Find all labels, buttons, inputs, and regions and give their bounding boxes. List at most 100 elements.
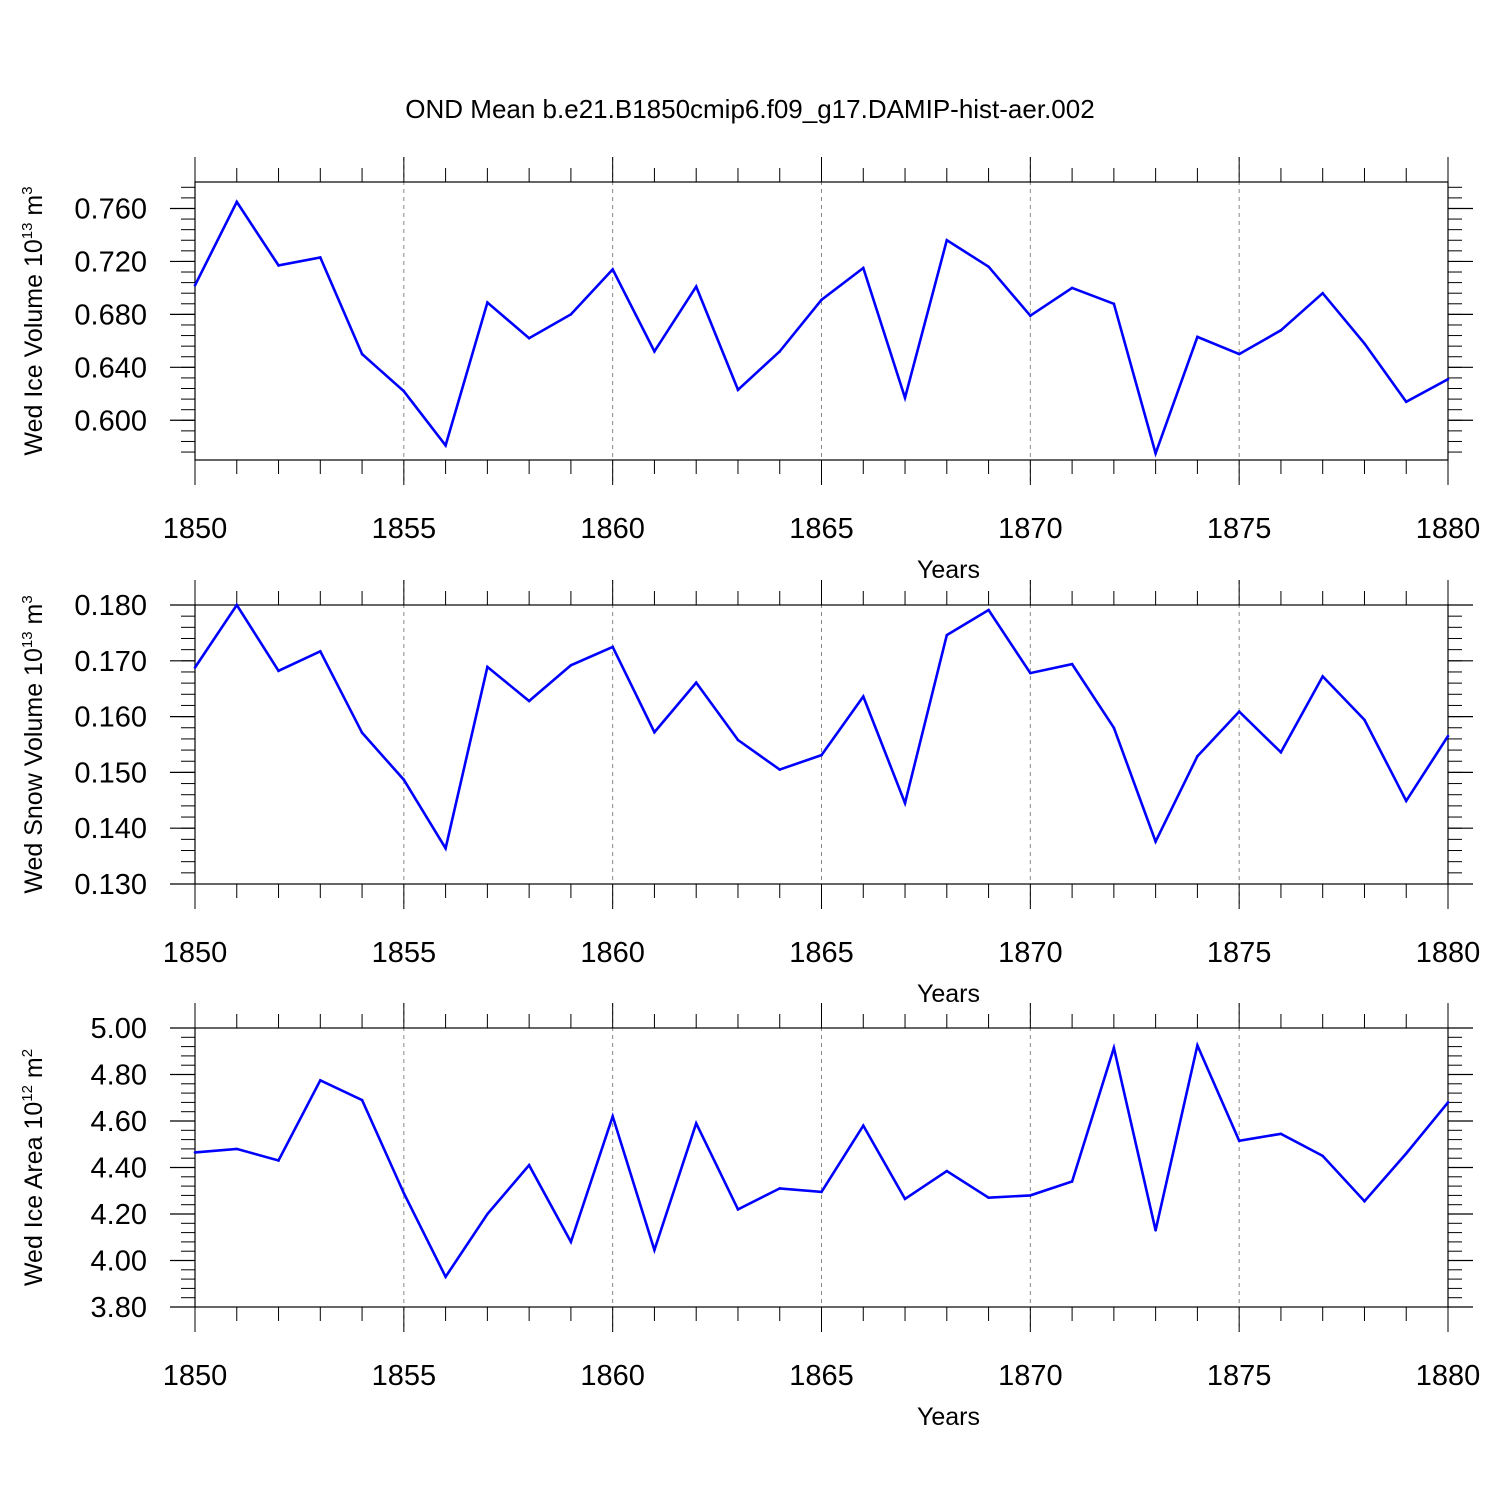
x-tick-label: 1850 — [163, 1360, 228, 1392]
x-tick-label: 1880 — [1416, 937, 1481, 969]
x-tick-label: 1860 — [580, 937, 645, 969]
data-point — [1363, 342, 1366, 345]
y-axis-label-unit: m — [20, 195, 48, 223]
data-point — [444, 1275, 447, 1279]
data-point — [527, 699, 531, 703]
y-tick-label: 0.140 — [74, 813, 147, 845]
y-tick-label: 4.00 — [91, 1246, 147, 1278]
data-point — [402, 389, 406, 393]
data-point — [319, 256, 322, 259]
x-tick-label: 1875 — [1207, 937, 1272, 969]
data-point — [569, 313, 573, 316]
data-point — [235, 200, 239, 204]
data-point — [1321, 1154, 1324, 1158]
data-point — [903, 801, 907, 805]
y-axis-label: Wed Snow Volume 1013 m3 — [19, 595, 48, 893]
data-point — [527, 1163, 531, 1167]
y-axis-label: Wed Ice Volume 1013 m3 — [19, 186, 48, 455]
data-point — [987, 608, 990, 612]
data-point — [861, 266, 865, 270]
y-tick-label: 0.760 — [74, 193, 147, 225]
data-point — [1154, 840, 1157, 843]
data-point — [1404, 799, 1408, 803]
x-tick-label: 1875 — [1207, 513, 1272, 545]
data-point — [193, 666, 197, 669]
data-point — [736, 1208, 740, 1211]
data-point — [486, 1212, 489, 1216]
data-point — [569, 663, 573, 667]
y-tick-label: 4.60 — [91, 1106, 147, 1138]
x-tick-label: 1870 — [998, 513, 1063, 545]
y-axis-label-unit-exp: 3 — [19, 595, 36, 603]
x-tick-label: 1870 — [998, 1360, 1063, 1392]
data-point — [611, 645, 614, 649]
x-axis-label: Years — [917, 556, 980, 584]
data-point — [1154, 452, 1157, 455]
y-tick-label: 4.80 — [91, 1060, 147, 1092]
data-point — [277, 264, 280, 267]
y-tick-label: 0.130 — [74, 869, 147, 901]
data-point — [277, 669, 280, 673]
data-point — [736, 388, 740, 392]
data-point — [1112, 302, 1116, 306]
x-tick-label: 1865 — [789, 1360, 854, 1392]
y-axis-label: Wed Ice Area 1012 m2 — [19, 1049, 48, 1286]
x-tick-label: 1855 — [372, 1360, 437, 1392]
data-point — [653, 1248, 656, 1252]
data-point — [861, 1124, 865, 1127]
data-point — [694, 1122, 698, 1125]
data-point — [1237, 710, 1241, 713]
data-point — [1070, 1180, 1074, 1183]
x-axis-label: Years — [917, 980, 980, 1008]
data-point — [319, 650, 322, 653]
x-tick-label: 1850 — [163, 937, 228, 969]
data-point — [987, 265, 990, 269]
data-point — [569, 1240, 573, 1244]
x-tick-label: 1870 — [998, 937, 1063, 969]
data-point — [1196, 754, 1199, 758]
panel-1: 1850 1855 1860 1865 1870 1875 1880 0.600 0.640 0.… — [19, 157, 1480, 584]
data-point — [486, 301, 489, 304]
data-point — [1404, 1152, 1408, 1155]
y-axis-label-exp: 13 — [19, 631, 36, 648]
data-point — [820, 298, 823, 302]
data-point — [1070, 662, 1074, 666]
x-tick-label: 1880 — [1416, 513, 1481, 545]
data-point — [527, 336, 531, 340]
data-point — [861, 695, 865, 698]
data-point — [235, 603, 239, 607]
data-point — [611, 268, 614, 271]
y-tick-label: 0.170 — [74, 646, 147, 678]
data-point — [277, 1159, 280, 1162]
data-point — [444, 444, 447, 447]
y-tick-label: 0.680 — [74, 299, 147, 331]
data-point — [193, 283, 197, 287]
figure-title: OND Mean b.e21.B1850cmip6.f09_g17.DAMIP-… — [405, 94, 1094, 124]
data-point — [1363, 718, 1366, 722]
data-point — [653, 350, 656, 353]
y-axis-label-exp: 12 — [19, 1085, 36, 1102]
y-axis-label-unit: m — [20, 1057, 48, 1085]
x-tick-label: 1865 — [789, 513, 854, 545]
data-point — [444, 846, 447, 850]
data-point — [193, 1151, 197, 1154]
data-point — [903, 1197, 907, 1201]
x-tick-label: 1860 — [580, 513, 645, 545]
y-tick-label: 0.600 — [74, 405, 147, 437]
data-point — [1154, 1228, 1157, 1232]
data-point — [945, 1169, 949, 1173]
data-point — [820, 1190, 823, 1194]
y-tick-label: 0.720 — [74, 246, 147, 278]
x-tick-label: 1855 — [372, 937, 437, 969]
data-point — [736, 738, 740, 742]
data-point — [945, 238, 949, 242]
data-point — [1196, 1044, 1199, 1047]
data-point — [1446, 1101, 1450, 1104]
data-point — [1196, 335, 1199, 339]
data-point — [903, 396, 907, 400]
data-point — [1237, 352, 1241, 356]
data-point — [987, 1196, 990, 1200]
data-point — [1363, 1199, 1366, 1203]
data-point — [653, 730, 656, 734]
